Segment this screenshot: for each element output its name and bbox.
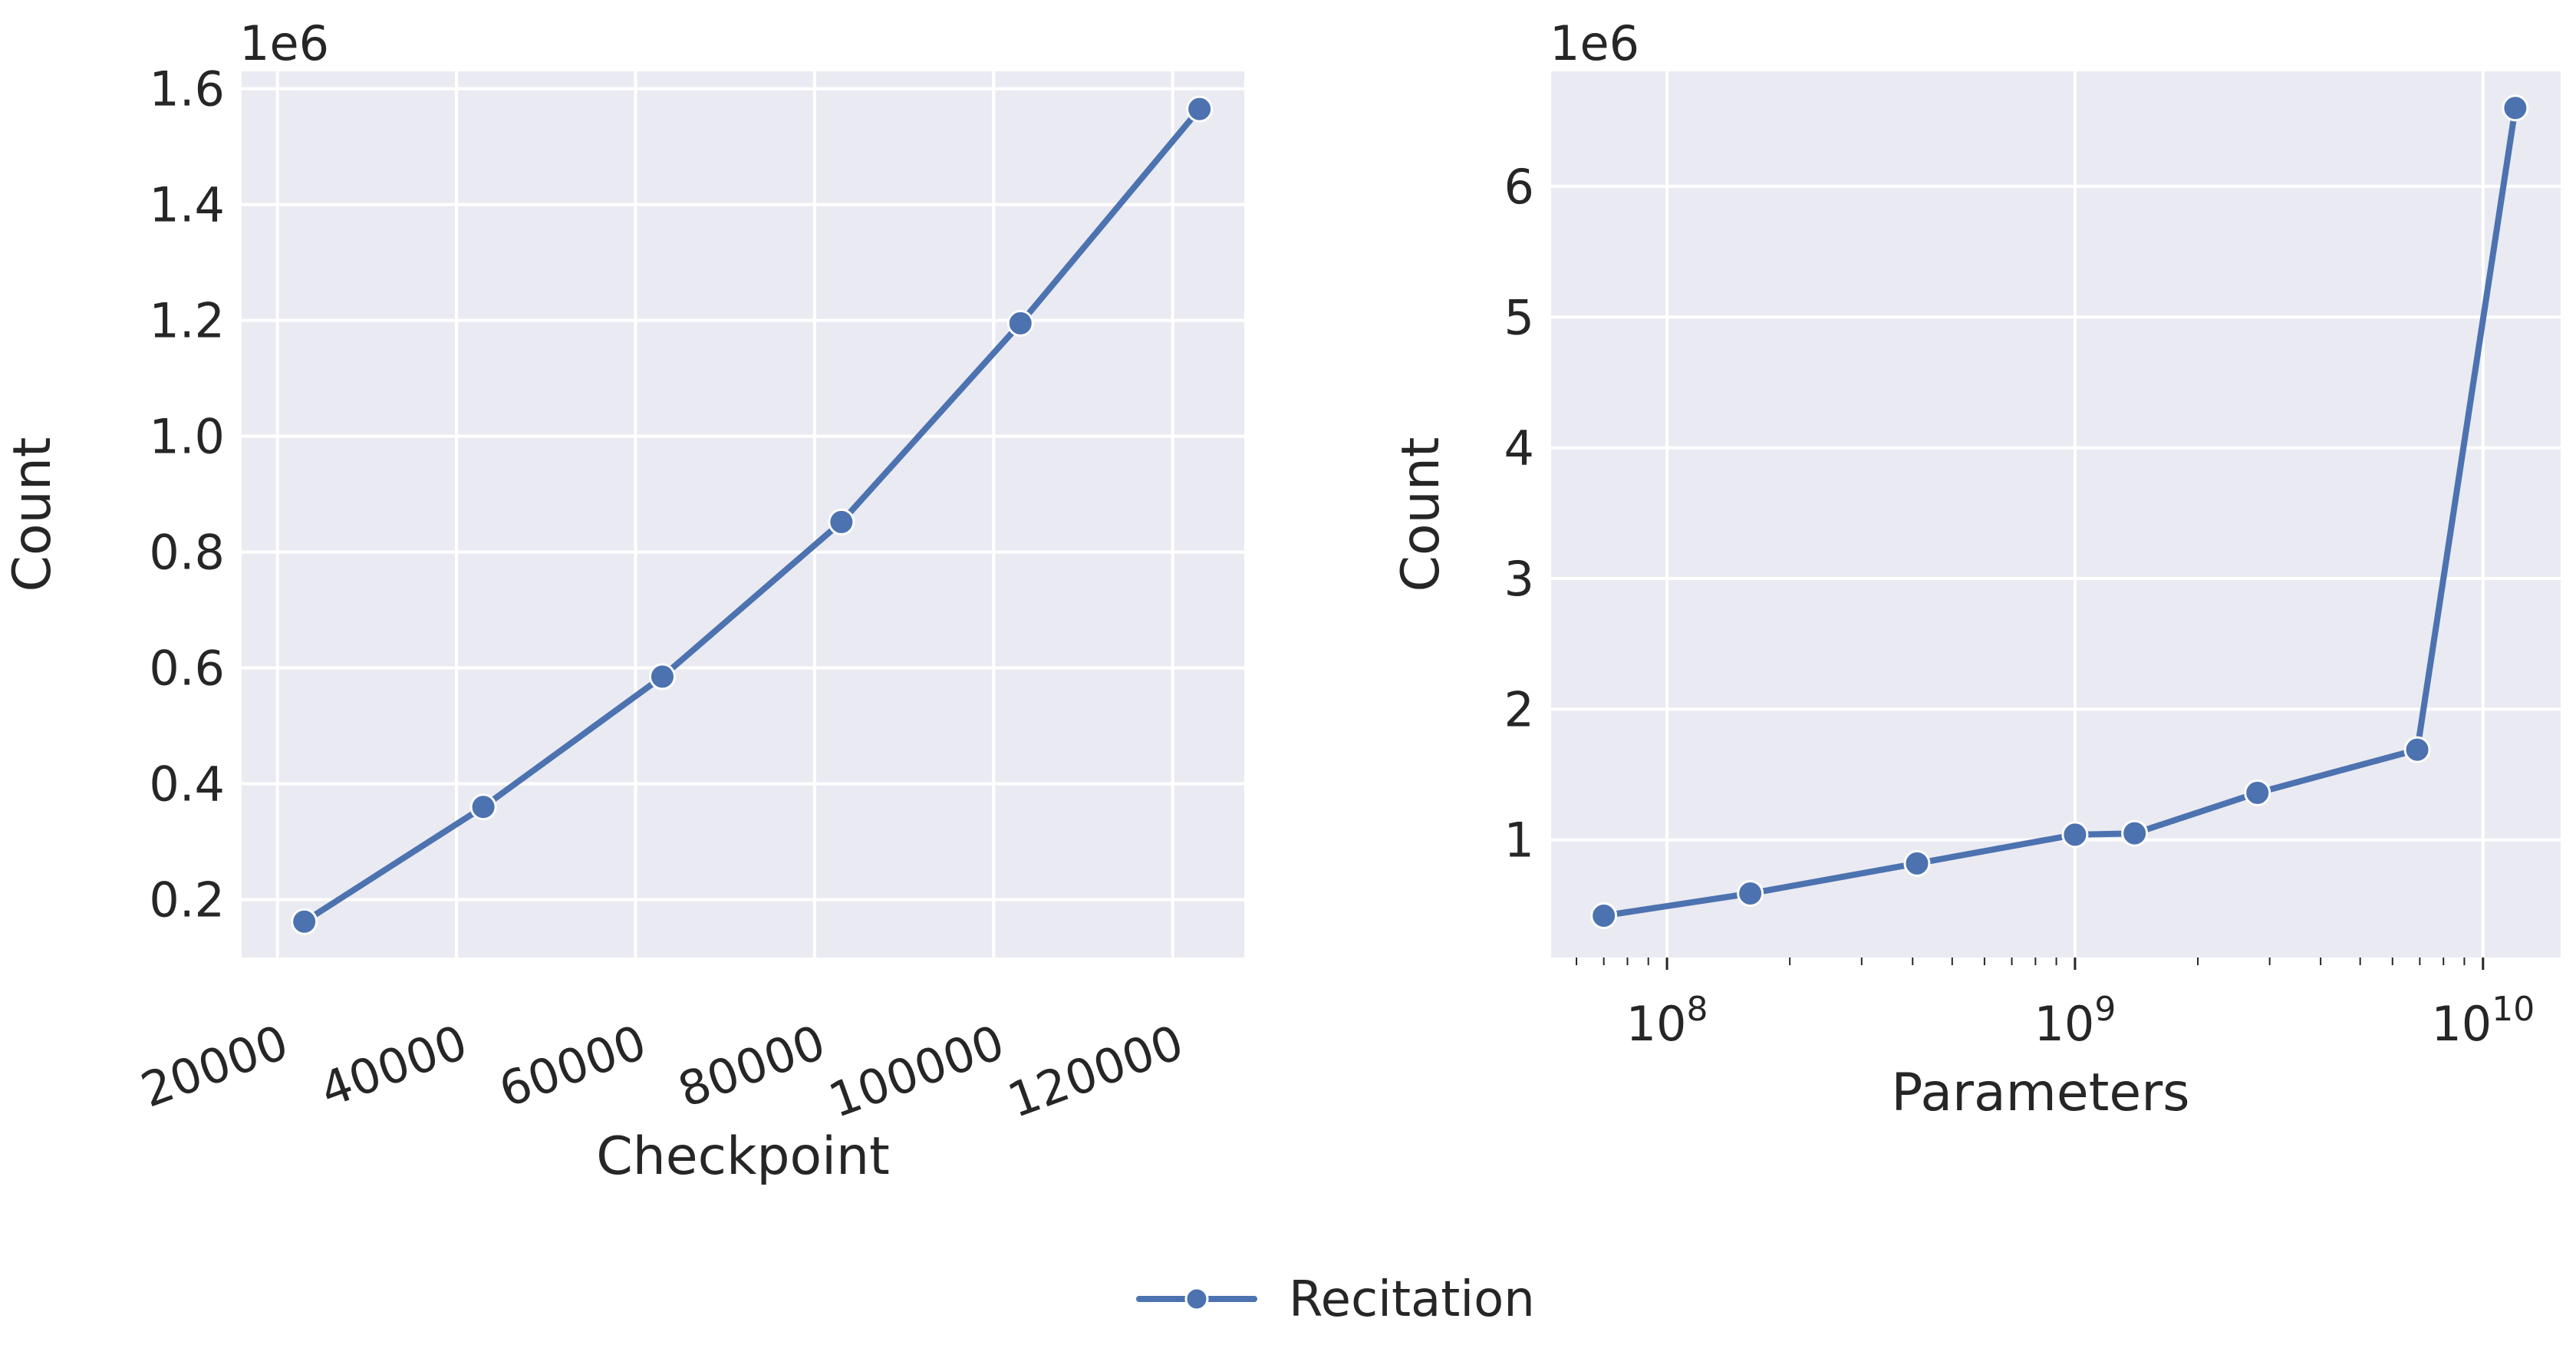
- x-tick-label: 20000: [134, 1014, 295, 1118]
- x-axis-label: Parameters: [1891, 1063, 2189, 1123]
- y-tick-label: 1.4: [149, 177, 225, 233]
- chart-parameters: 1 2 3 4 5 6 108 109 1010 Parameters Count 1e6: [1391, 15, 2561, 1123]
- data-point: [648, 663, 676, 691]
- y-axis-label: Count: [1391, 437, 1451, 592]
- data-point: [291, 908, 318, 935]
- y-tick-label: 0.8: [149, 525, 225, 581]
- x-tick-label: 109: [2034, 990, 2116, 1052]
- y-tick-label: 1.2: [149, 293, 225, 349]
- y-offset-label: 1e6: [1550, 15, 1639, 71]
- y-tick-label: 5: [1504, 289, 1534, 345]
- x-tick-label: 80000: [671, 1014, 832, 1118]
- data-point: [2244, 779, 2271, 806]
- legend-marker: [1184, 1287, 1209, 1311]
- y-tick-label: 0.2: [149, 872, 225, 928]
- x-tick-label: 100000: [822, 1014, 1011, 1129]
- data-point: [469, 793, 497, 821]
- y-tick-label: 1: [1504, 813, 1534, 869]
- data-point: [1903, 849, 1931, 877]
- data-point: [2403, 736, 2431, 763]
- y-tick-label: 6: [1504, 159, 1534, 215]
- y-axis-label: Count: [2, 437, 63, 592]
- plot-area: [242, 71, 1244, 958]
- legend-label: Recitation: [1289, 1271, 1535, 1328]
- data-point: [2061, 821, 2089, 849]
- series-line: [301, 106, 1203, 925]
- y-tick-label: 4: [1504, 420, 1534, 476]
- y-tick-label: 1.6: [149, 61, 225, 117]
- y-tick-label: 3: [1504, 551, 1534, 607]
- data-point: [1006, 309, 1034, 337]
- data-point: [2121, 819, 2149, 847]
- x-tick-label: 120000: [1000, 1014, 1190, 1129]
- x-tick-label: 40000: [313, 1014, 474, 1118]
- x-tick-label: 1010: [2431, 990, 2535, 1052]
- y-tick-label: 0.4: [149, 757, 225, 813]
- legend: Recitation: [1136, 1271, 1535, 1328]
- x-tick-label: 108: [1626, 990, 1708, 1052]
- y-tick-label: 1.0: [149, 409, 225, 465]
- x-axis-label: Checkpoint: [596, 1126, 890, 1187]
- chart-checkpoint: 0.2 0.4 0.6 0.8 1.0 1.2 1.4 1.6 20000 40000 60000 8…: [2, 15, 1244, 1187]
- data-point: [828, 508, 855, 536]
- data-point: [1186, 95, 1214, 123]
- x-tick-label: 60000: [492, 1014, 653, 1118]
- data-point: [2502, 94, 2529, 122]
- y-tick-label: 0.6: [149, 641, 225, 697]
- data-point: [1737, 880, 1764, 908]
- plot-area: [1551, 71, 2561, 958]
- y-offset-label: 1e6: [239, 15, 329, 71]
- series-line: [1600, 104, 2518, 919]
- data-point: [1590, 902, 1618, 929]
- y-tick-label: 2: [1504, 681, 1534, 737]
